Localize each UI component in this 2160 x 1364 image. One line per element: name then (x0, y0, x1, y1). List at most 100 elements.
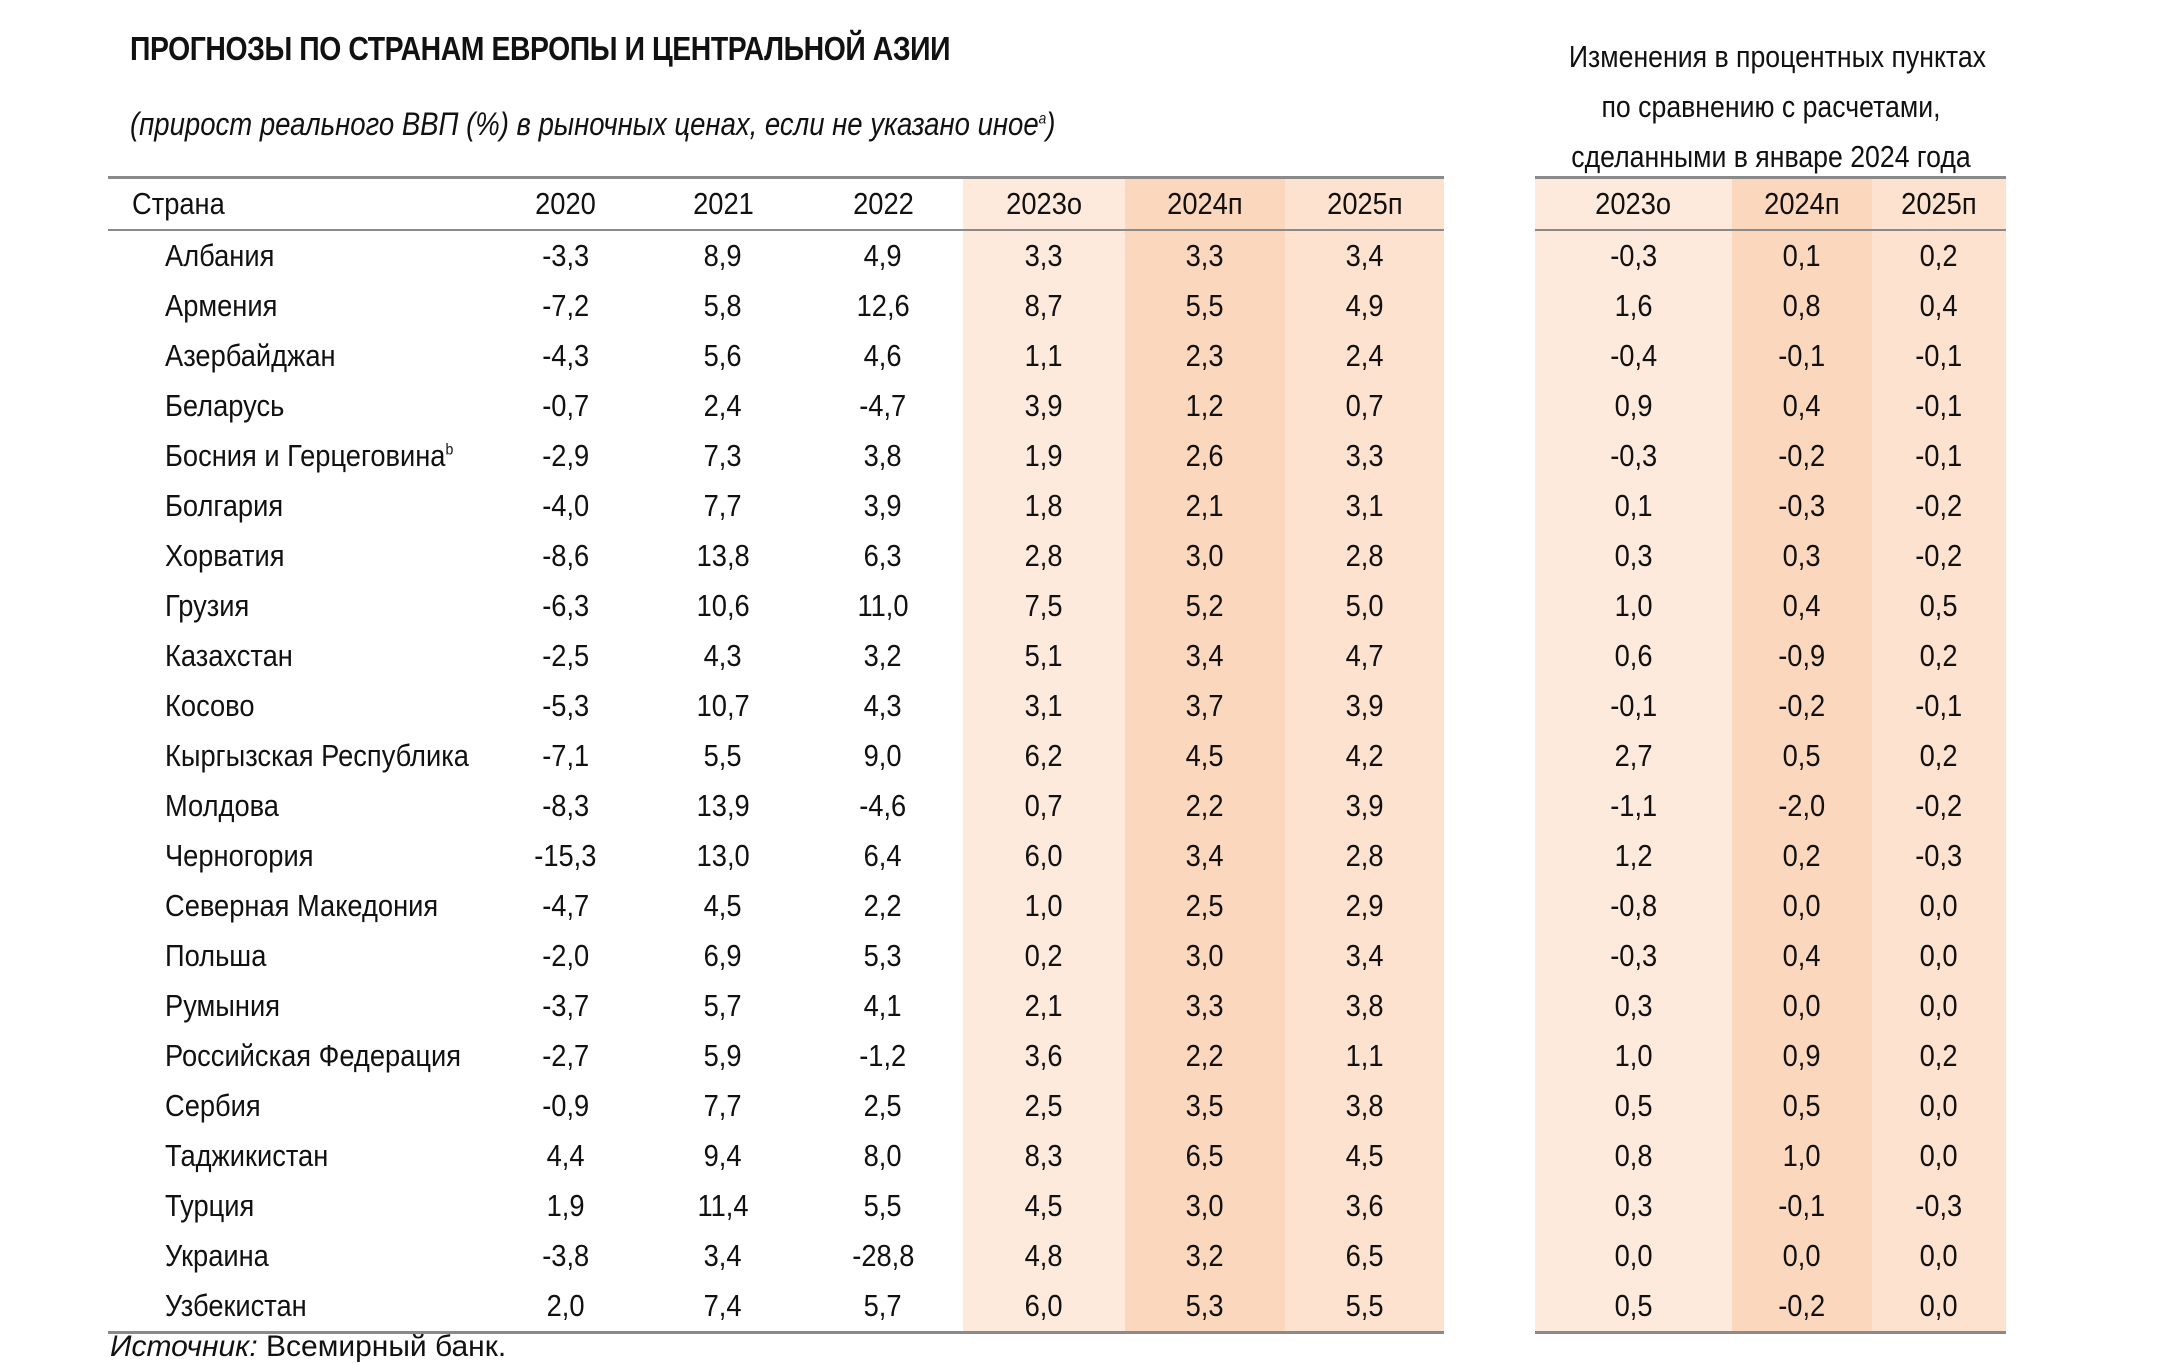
col-header-2020: 2020 (488, 176, 643, 231)
value-cell: 2,8 (1285, 531, 1444, 581)
table-row: 1,0 0,9 0,2 (1535, 1031, 2006, 1081)
value-cell: 3,9 (864, 488, 902, 523)
change-cell: -0,2 (1872, 481, 2006, 531)
value-cell: -0,7 (541, 388, 589, 423)
change-cell: 0,0 (1872, 881, 2006, 931)
source-text: Всемирный банк. (257, 1330, 507, 1363)
table-row: Грузия -6,3 10,6 11,0 7,5 5,2 5,0 (108, 581, 1444, 631)
table-row: 0,3 0,3 -0,2 (1535, 531, 2006, 581)
value-cell: 13,0 (696, 838, 750, 873)
value-cell: 7,3 (704, 438, 742, 473)
value-cell: -4,0 (541, 488, 589, 523)
table-row: Сербия -0,9 7,7 2,5 2,5 3,5 3,8 (108, 1081, 1444, 1131)
change-cell: -0,1 (1732, 1181, 1872, 1231)
country-cell: Молдова (165, 788, 279, 823)
value-cell: 2,9 (1285, 881, 1444, 931)
change-cell: 0,0 (1872, 981, 2006, 1031)
table-row: 1,6 0,8 0,4 (1535, 281, 2006, 331)
table-row: 0,8 1,0 0,0 (1535, 1131, 2006, 1181)
value-cell: 3,3 (1125, 981, 1285, 1031)
change-cell: -2,0 (1732, 781, 1872, 831)
change-cell: -0,3 (1535, 431, 1732, 481)
value-cell: 8,9 (704, 238, 742, 273)
chg-col-header-2025f: 2025п (1872, 176, 2006, 231)
value-cell: 5,1 (963, 631, 1125, 681)
value-cell: 2,5 (864, 1088, 902, 1123)
table-row: Кыргызская Республика -7,1 5,5 9,0 6,2 4,5 4,2 (108, 731, 1444, 781)
country-cell: Турция (165, 1188, 255, 1223)
value-cell: 8,3 (963, 1131, 1125, 1181)
value-cell: 6,0 (963, 831, 1125, 881)
change-cell: 0,0 (1732, 981, 1872, 1031)
country-footnote-mark: b (445, 441, 454, 459)
value-cell: 5,5 (1285, 1281, 1444, 1334)
value-cell: 1,9 (963, 431, 1125, 481)
table-row: Азербайджан -4,3 5,6 4,6 1,1 2,3 2,4 (108, 331, 1444, 381)
country-cell: Российская Федерация (165, 1038, 462, 1073)
value-cell: 2,2 (864, 888, 902, 923)
value-cell: 4,6 (864, 338, 902, 373)
value-cell: -1,2 (859, 1038, 907, 1073)
change-cell: 0,4 (1732, 381, 1872, 431)
change-cell: -0,3 (1872, 831, 2006, 881)
change-cell: 0,9 (1535, 381, 1732, 431)
source-note: Источник: Всемирный банк. (110, 1330, 506, 1364)
change-cell: -0,1 (1872, 681, 2006, 731)
chg-col-header-2024f: 2024п (1732, 176, 1872, 231)
change-header-line-1: Изменения в процентных пунктах (1568, 39, 1986, 74)
value-cell: 1,2 (1125, 381, 1285, 431)
change-cell: -0,9 (1732, 631, 1872, 681)
table-row: 1,0 0,4 0,5 (1535, 581, 2006, 631)
change-header-line-2: по сравнению с расчетами, (1601, 89, 1941, 124)
value-cell: 4,3 (864, 688, 902, 723)
change-cell: 0,9 (1732, 1031, 1872, 1081)
value-cell: 5,8 (704, 288, 742, 323)
value-cell: -3,3 (541, 238, 589, 273)
change-cell: 0,5 (1872, 581, 2006, 631)
table-row: Казахстан -2,5 4,3 3,2 5,1 3,4 4,7 (108, 631, 1444, 681)
col-header-2021: 2021 (643, 176, 803, 231)
value-cell: 4,8 (963, 1231, 1125, 1281)
table-row: Румыния -3,7 5,7 4,1 2,1 3,3 3,8 (108, 981, 1444, 1031)
value-cell: 13,9 (696, 788, 750, 823)
value-cell: -4,7 (541, 888, 589, 923)
table-row: 0,0 0,0 0,0 (1535, 1231, 2006, 1281)
table-row: -0,3 0,1 0,2 (1535, 230, 2006, 281)
value-cell: 4,9 (1285, 281, 1444, 331)
change-cell: -1,1 (1535, 781, 1732, 831)
change-cell: 0,0 (1872, 1131, 2006, 1181)
col-header-2024f: 2024п (1125, 176, 1285, 231)
value-cell: 6,4 (864, 838, 902, 873)
change-cell: 2,7 (1535, 731, 1732, 781)
table-row: -1,1 -2,0 -0,2 (1535, 781, 2006, 831)
value-cell: -3,7 (541, 988, 589, 1023)
change-cell: -0,2 (1732, 1281, 1872, 1334)
value-cell: 6,5 (1125, 1131, 1285, 1181)
change-cell: 1,0 (1535, 581, 1732, 631)
change-cell: 0,5 (1732, 731, 1872, 781)
table-row: -0,4 -0,1 -0,1 (1535, 331, 2006, 381)
value-cell: 5,0 (1285, 581, 1444, 631)
country-cell: Казахстан (165, 638, 293, 673)
value-cell: -4,7 (859, 388, 907, 423)
value-cell: -5,3 (541, 688, 589, 723)
table-row: Черногория -15,3 13,0 6,4 6,0 3,4 2,8 (108, 831, 1444, 881)
change-table-header: 2023о 2024п 2025п (1535, 176, 2006, 231)
value-cell: 2,8 (963, 531, 1125, 581)
change-cell: 1,6 (1535, 281, 1732, 331)
value-cell: 1,8 (963, 481, 1125, 531)
change-cell: -0,1 (1732, 331, 1872, 381)
value-cell: 3,8 (1285, 1081, 1444, 1131)
value-cell: 6,0 (963, 1281, 1125, 1334)
value-cell: -2,0 (541, 938, 589, 973)
value-cell: 3,0 (1125, 1181, 1285, 1231)
value-cell: -7,1 (541, 738, 589, 773)
table-row: Узбекистан 2,0 7,4 5,7 6,0 5,3 5,5 (108, 1281, 1444, 1334)
value-cell: -8,6 (541, 538, 589, 573)
table-row: Российская Федерация -2,7 5,9 -1,2 3,6 2,2 1,1 (108, 1031, 1444, 1081)
value-cell: 5,5 (864, 1188, 902, 1223)
value-cell: 4,5 (1285, 1131, 1444, 1181)
change-cell: -0,8 (1535, 881, 1732, 931)
change-cell: -0,2 (1732, 431, 1872, 481)
value-cell: 3,4 (1125, 631, 1285, 681)
